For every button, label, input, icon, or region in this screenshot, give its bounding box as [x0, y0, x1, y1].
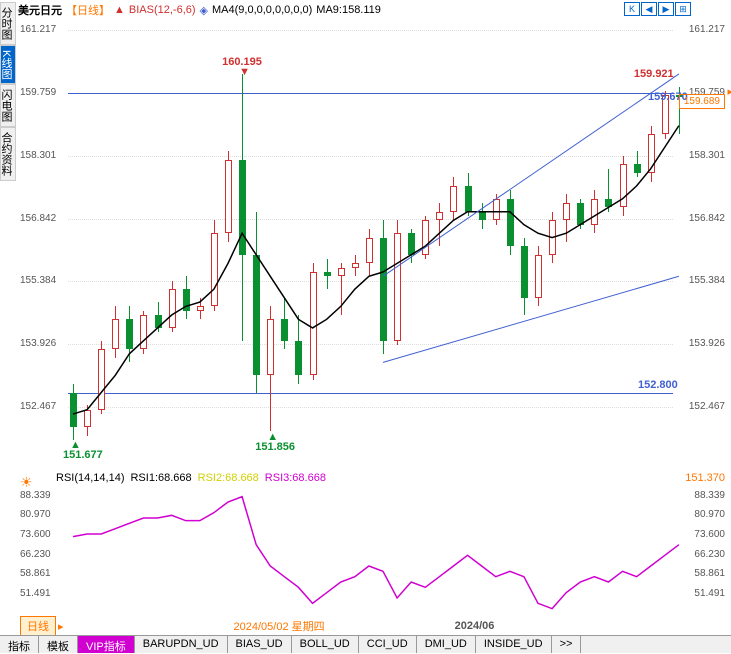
hline-label: 152.800: [638, 379, 678, 391]
y-tick: 153.926: [20, 338, 56, 349]
rsi-chart[interactable]: RSI(14,14,14) RSI1:68.668 RSI2:68.668 RS…: [18, 472, 727, 614]
y-tick: 161.217: [20, 24, 56, 35]
y-tick: 158.301: [20, 150, 56, 161]
marker-icon: ▲: [70, 439, 81, 451]
ma4-indicator: MA4(9,0,0,0,0,0,0,0): [212, 4, 312, 16]
y-axis-right: 161.217159.759158.301156.842155.384153.9…: [673, 18, 727, 470]
indicator-tab[interactable]: CCI_UD: [359, 636, 417, 653]
arrow-icon: ▸: [727, 85, 731, 98]
symbol-title: 美元日元: [18, 2, 62, 18]
price-indicator: 159.689: [679, 94, 725, 109]
timeframe-label: 【日线】: [66, 2, 110, 18]
rsi-tick: 66.230: [20, 549, 51, 560]
chart-header: 美元日元 【日线】 ▲ BIAS(12,-6,6) ◈ MA4(9,0,0,0,…: [18, 2, 727, 18]
rsi-tick: 73.600: [20, 529, 51, 540]
rsi-header: RSI(14,14,14) RSI1:68.668 RSI2:68.668 RS…: [56, 472, 326, 484]
indicator-tab[interactable]: BOLL_UD: [292, 636, 359, 653]
indicator-tab[interactable]: BARUPDN_UD: [135, 636, 228, 653]
indicator-tab[interactable]: BIAS_UD: [228, 636, 292, 653]
bottom-tabs: 指标模板VIP指标BARUPDN_UDBIAS_UDBOLL_UDCCI_UDD…: [0, 635, 731, 653]
timeframe-tab[interactable]: 日线: [20, 616, 56, 636]
price-high-label: 159.921: [634, 68, 674, 80]
rsi-tick: 58.861: [20, 568, 51, 579]
toolbar-icon[interactable]: ▶: [658, 2, 674, 16]
sidebar-tab[interactable]: 合约资料: [0, 127, 16, 181]
y-tick: 152.467: [689, 401, 725, 412]
indicator-tab[interactable]: DMI_UD: [417, 636, 476, 653]
indicator-tab[interactable]: INSIDE_UD: [476, 636, 552, 653]
y-tick: 153.926: [689, 338, 725, 349]
y-tick: 155.384: [689, 275, 725, 286]
indicator-tab[interactable]: >>: [552, 636, 582, 653]
marker-icon: ▲: [267, 431, 278, 443]
rsi-area[interactable]: [68, 486, 673, 614]
rsi-tick: 80.970: [694, 509, 725, 520]
y-axis-left: 161.217 159.759 158.301 156.842 155.384 153.9…: [18, 18, 68, 470]
date-label-1: 2024/05/02 星期四: [234, 618, 325, 634]
y-tick: 156.842: [689, 213, 725, 224]
rsi2-label: RSI2:68.668: [198, 472, 259, 484]
date-label-2: 2024/06: [455, 620, 495, 632]
diamond-icon: ◈: [200, 4, 208, 17]
price-indicator: 151.370: [685, 472, 725, 484]
rsi1-label: RSI1:68.668: [130, 472, 191, 484]
marker-icon: ▼: [239, 66, 250, 78]
rsi-tick: 58.861: [694, 568, 725, 579]
indicator-tab[interactable]: 指标: [0, 636, 39, 653]
indicator-tab[interactable]: 模板: [39, 636, 78, 653]
y-tick: 152.467: [20, 401, 56, 412]
trend-line: [68, 393, 673, 394]
sidebar-tab[interactable]: K线图: [0, 45, 16, 84]
rsi-tick: 88.339: [20, 490, 51, 501]
y-tick: 158.301: [689, 150, 725, 161]
rsi-tick: 88.339: [694, 490, 725, 501]
price-low-label: 151.677: [63, 449, 103, 461]
rsi-tick: 51.491: [20, 588, 51, 599]
bias-indicator: BIAS(12,-6,6): [129, 4, 196, 16]
toolbar-icons: K◀▶⊞: [624, 2, 691, 16]
rsi-tick: 66.230: [694, 549, 725, 560]
rsi-tick: 51.491: [694, 588, 725, 599]
sidebar: 分时图K线图闪电图合约资料: [0, 2, 16, 181]
timeline: 日线 ▸ 2024/05/02 星期四 2024/06: [18, 617, 727, 635]
arrow-icon: ▲: [114, 4, 125, 16]
toolbar-icon[interactable]: K: [624, 2, 640, 16]
rsi-tick: 80.970: [20, 509, 51, 520]
toolbar-icon[interactable]: ⊞: [675, 2, 691, 16]
y-tick: 161.217: [689, 24, 725, 35]
y-tick: 155.384: [20, 275, 56, 286]
sidebar-tab[interactable]: 分时图: [0, 2, 16, 45]
timeline-arrow-icon[interactable]: ▸: [58, 620, 64, 633]
rsi-tick: 73.600: [694, 529, 725, 540]
toolbar-icon[interactable]: ◀: [641, 2, 657, 16]
candlestick-area[interactable]: 160.195▼159.921151.677▲151.856▲152.80015…: [68, 18, 673, 470]
y-tick: 156.842: [20, 213, 56, 224]
y-tick: 159.759: [20, 87, 56, 98]
main-chart[interactable]: 161.217 159.759 158.301 156.842 155.384 153.9…: [18, 18, 727, 470]
rsi-y-left: 88.339 80.970 73.600 66.230 58.861 51.491: [18, 486, 68, 614]
ma9-indicator: MA9:158.119: [316, 4, 381, 16]
trend-line: [68, 93, 673, 94]
indicator-tab[interactable]: VIP指标: [78, 636, 135, 653]
rsi-params: RSI(14,14,14): [56, 472, 124, 484]
sidebar-tab[interactable]: 闪电图: [0, 84, 16, 127]
rsi3-label: RSI3:68.668: [265, 472, 326, 484]
